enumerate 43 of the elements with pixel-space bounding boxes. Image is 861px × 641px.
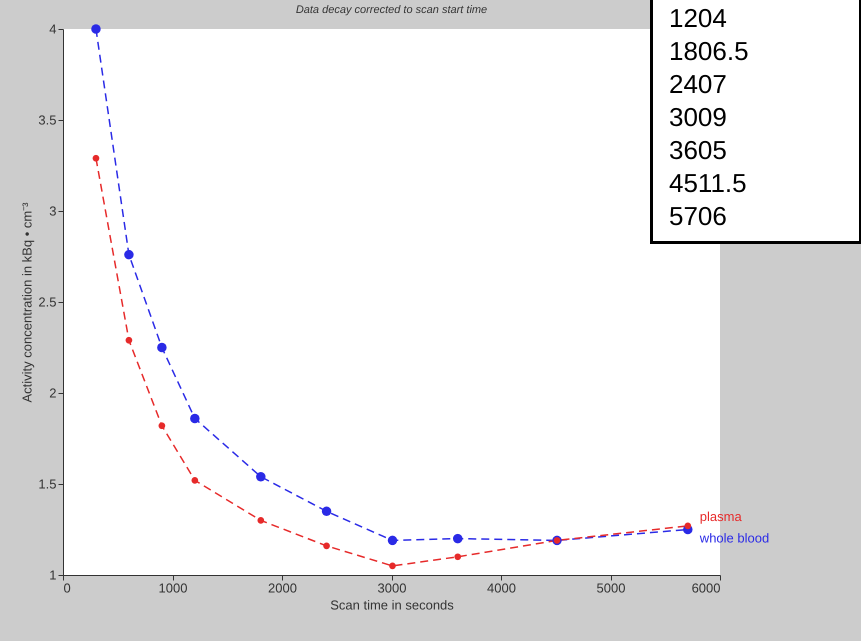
annotation: 3009 [669, 101, 728, 134]
y-tick-label: 3 [49, 204, 56, 218]
point [684, 522, 692, 530]
x-tick-label: 1000 [158, 580, 188, 596]
annotation: 4511.5 [669, 167, 748, 200]
annotation: 2407 [669, 68, 728, 101]
y-tick-label: 4 [49, 22, 56, 36]
point [323, 542, 330, 550]
x-tick-label: 4000 [487, 580, 516, 596]
point [388, 536, 398, 546]
x-tick-label: 2000 [268, 580, 297, 596]
x-tick-label: 5000 [596, 580, 626, 596]
y-tick-label: 2.5 [38, 294, 56, 310]
point [124, 250, 134, 260]
y-tick-label: 1 [49, 568, 56, 582]
y-tick-label: 1.5 [38, 476, 56, 492]
annotation: 1806.5 [669, 35, 750, 68]
point [257, 517, 264, 524]
point [157, 342, 167, 352]
x-tick-label: 6000 [692, 580, 720, 596]
point [158, 422, 166, 430]
annotation: 1204 [669, 2, 728, 35]
point [322, 506, 332, 516]
x-axis-title: Scan time in seconds [330, 598, 454, 612]
point [389, 562, 396, 570]
series-label: whole blood [698, 530, 770, 546]
x-tick-label: 0 [64, 580, 71, 596]
point [454, 553, 462, 560]
point [91, 24, 101, 34]
y-tick-label: 3.5 [38, 112, 56, 128]
x-tick-label: 3000 [378, 580, 406, 596]
point [126, 336, 132, 344]
annotation: 3605 [669, 134, 728, 167]
point [453, 534, 462, 544]
chart-title: Data decay corrected to scan start time [296, 4, 488, 16]
y-axis-title: Activity concentration in kBq • cm⁻³ [19, 202, 34, 403]
point [92, 154, 100, 162]
point [190, 414, 200, 424]
point [191, 477, 198, 484]
point [256, 472, 266, 482]
y-tick-label: 2 [49, 386, 56, 400]
series-label: plasma [700, 508, 742, 524]
annotation: 5706 [669, 200, 728, 233]
